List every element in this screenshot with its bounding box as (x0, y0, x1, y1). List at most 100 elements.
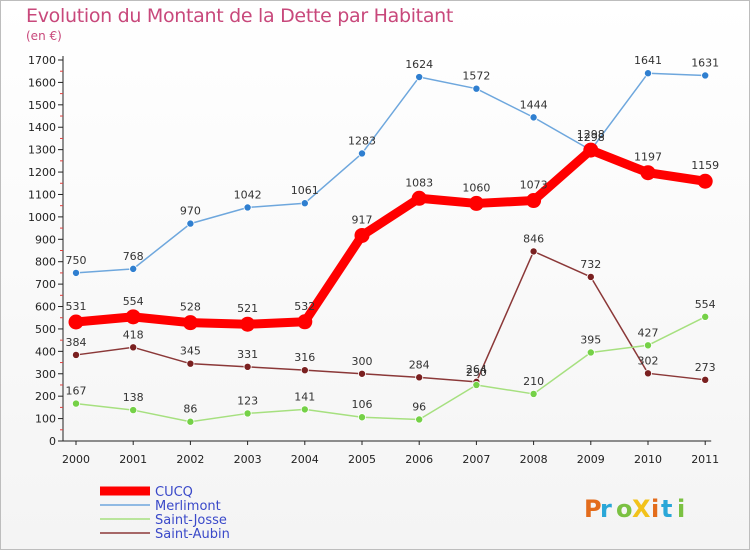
x-tick-label: 2006 (405, 453, 433, 466)
x-tick-label: 2001 (119, 453, 147, 466)
data-label: 732 (580, 258, 601, 271)
y-tick-label: 1100 (28, 188, 56, 201)
y-tick-label: 900 (35, 233, 56, 246)
logo-letter: t (661, 495, 672, 523)
data-point (300, 199, 309, 208)
data-point (697, 173, 713, 189)
data-label: 395 (580, 333, 601, 346)
data-label: 167 (66, 385, 87, 398)
data-label: 345 (180, 345, 201, 358)
data-point (357, 149, 366, 158)
y-tick-label: 1500 (28, 99, 56, 112)
data-label: 316 (294, 351, 315, 364)
chart-title: Evolution du Montant de la Dette par Hab… (26, 5, 454, 27)
y-tick-label: 1000 (28, 211, 56, 224)
series-line-cucq (71, 145, 710, 329)
data-point (186, 219, 195, 228)
data-label: 86 (183, 403, 197, 416)
data-point (129, 264, 138, 273)
data-point (529, 389, 538, 398)
axes: 0 100 200 300 400 500 600 700 800 900 1000 1100 1200… (28, 54, 719, 466)
data-point (586, 348, 595, 357)
series-line-saint-aubin (75, 250, 706, 383)
series-markers (68, 69, 713, 426)
x-tick-label: 2009 (577, 453, 605, 466)
data-point (297, 314, 313, 330)
data-label: 250 (466, 366, 487, 379)
y-tick-label: 400 (35, 345, 56, 358)
x-tick-label: 2000 (62, 453, 90, 466)
data-point (182, 315, 198, 331)
y-tick-label: 700 (35, 278, 56, 291)
data-label: 554 (123, 295, 144, 308)
x-tick-label: 2002 (176, 453, 204, 466)
data-label: 1624 (405, 58, 433, 71)
data-point (243, 203, 252, 212)
data-point (129, 406, 138, 415)
y-tick-label: 300 (35, 368, 56, 381)
x-tick-label: 2003 (234, 453, 262, 466)
data-point (411, 190, 427, 206)
data-label: 1631 (691, 56, 719, 69)
data-label: 106 (352, 398, 373, 411)
series-lines (71, 72, 710, 423)
data-label: 554 (695, 298, 716, 311)
data-label: 1197 (634, 151, 662, 164)
data-point (415, 415, 424, 424)
legend-label: Merlimont (155, 499, 221, 514)
y-tick-label: 0 (49, 435, 56, 448)
data-point (186, 359, 195, 368)
data-point (701, 375, 710, 384)
data-point (243, 362, 252, 371)
data-label: 768 (123, 250, 144, 263)
y-tick-label: 100 (35, 413, 56, 426)
data-point (72, 350, 81, 359)
data-label: 123 (237, 394, 258, 407)
data-label: 521 (237, 302, 258, 315)
series-line-saint-josse (75, 316, 706, 423)
data-point (186, 417, 195, 426)
data-point (357, 369, 366, 378)
data-labels: 384 418 345 331 316 300 284 264 846 732 302 273 167 1… (66, 54, 720, 416)
data-label: 331 (237, 348, 258, 361)
data-label: 1572 (462, 70, 490, 83)
legend-label: Saint-Aubin (155, 527, 230, 542)
data-point (68, 314, 84, 330)
data-label: 384 (66, 336, 87, 349)
data-point (644, 369, 653, 378)
data-point (468, 195, 484, 211)
y-tick-label: 1700 (28, 54, 56, 67)
data-point (526, 193, 542, 209)
data-point (125, 309, 141, 325)
data-point (586, 272, 595, 281)
x-tick-label: 2011 (691, 453, 719, 466)
x-tick-label: 2007 (462, 453, 490, 466)
data-label: 264 (466, 363, 487, 376)
data-label: 300 (352, 355, 373, 368)
data-label: 427 (638, 326, 659, 339)
data-label: 528 (180, 301, 201, 314)
data-point (529, 113, 538, 122)
data-point (357, 413, 366, 422)
y-tick-label: 500 (35, 323, 56, 336)
chart-subtitle: (en €) (26, 29, 62, 43)
y-tick-label: 200 (35, 390, 56, 403)
data-label: 1298 (577, 131, 605, 144)
x-tick-label: 2004 (291, 453, 319, 466)
data-label: 210 (523, 375, 544, 388)
data-point (644, 341, 653, 350)
x-tick-label: 2010 (634, 453, 662, 466)
data-point (701, 312, 710, 321)
data-label: 1060 (462, 181, 490, 194)
data-label: 141 (294, 390, 315, 403)
data-label: 750 (66, 254, 87, 267)
data-point (415, 373, 424, 382)
data-point (640, 165, 656, 181)
data-point (472, 84, 481, 93)
data-label: 418 (123, 328, 144, 341)
data-point (415, 73, 424, 82)
y-tick-label: 1200 (28, 166, 56, 179)
logo-letter: X (632, 495, 651, 523)
